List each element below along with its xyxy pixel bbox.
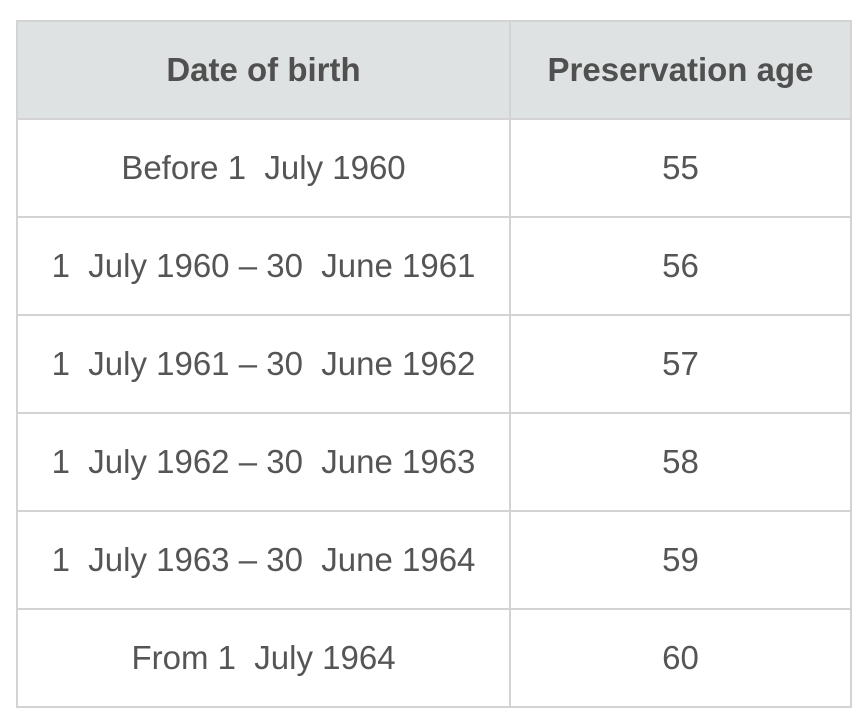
preservation-age-cell: 57 (509, 314, 852, 414)
table-row: 1 July 1963 – 30 June 1964 59 (16, 510, 852, 610)
date-of-birth-cell: 1 July 1961 – 30 June 1962 (16, 314, 511, 414)
table-row: Before 1 July 1960 55 (16, 118, 852, 218)
preservation-age-cell: 58 (509, 412, 852, 512)
table-body: Before 1 July 1960 55 1 July 1960 – 30 J… (16, 118, 852, 708)
preservation-age-cell: 55 (509, 118, 852, 218)
table-row: 1 July 1961 – 30 June 1962 57 (16, 314, 852, 414)
preservation-age-cell: 56 (509, 216, 852, 316)
column-header-date-of-birth: Date of birth (16, 20, 511, 120)
header-row: Date of birth Preservation age (16, 20, 852, 120)
date-of-birth-cell: 1 July 1962 – 30 June 1963 (16, 412, 511, 512)
preservation-age-table: Date of birth Preservation age Before 1 … (16, 20, 852, 708)
date-of-birth-cell: 1 July 1963 – 30 June 1964 (16, 510, 511, 610)
table-row: 1 July 1960 – 30 June 1961 56 (16, 216, 852, 316)
table-row: From 1 July 1964 60 (16, 608, 852, 708)
table-row: 1 July 1962 – 30 June 1963 58 (16, 412, 852, 512)
date-of-birth-cell: Before 1 July 1960 (16, 118, 511, 218)
table-header: Date of birth Preservation age (16, 20, 852, 120)
preservation-age-cell: 60 (509, 608, 852, 708)
preservation-age-cell: 59 (509, 510, 852, 610)
date-of-birth-cell: From 1 July 1964 (16, 608, 511, 708)
column-header-preservation-age: Preservation age (509, 20, 852, 120)
preservation-age-table-container: Date of birth Preservation age Before 1 … (16, 20, 852, 708)
date-of-birth-cell: 1 July 1960 – 30 June 1961 (16, 216, 511, 316)
